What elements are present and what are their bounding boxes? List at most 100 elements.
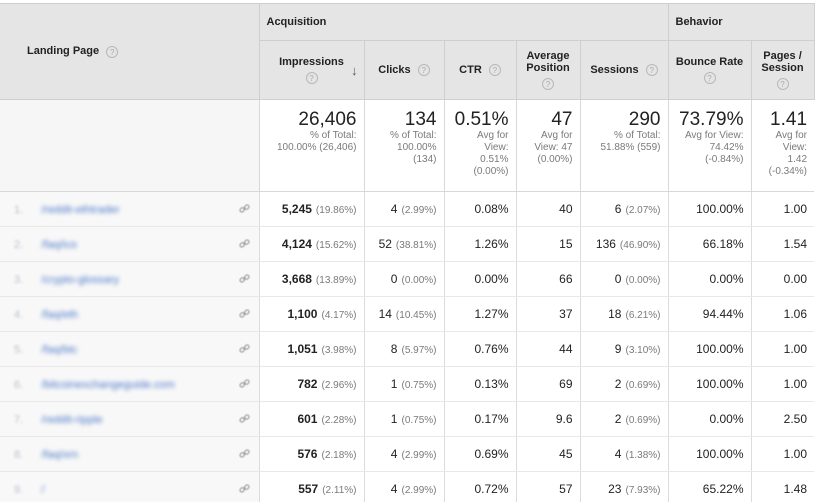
table-row: 7. /reddit-ripple 601 (2.28%) 1 (0.75%) 0.… [0, 401, 815, 437]
position-cell: 37 [515, 296, 580, 332]
impressions-column-header[interactable]: Impressions ? ↓ [258, 40, 365, 100]
bounce-rate-cell: 65.22% [667, 471, 751, 502]
sessions-value: 0 [614, 272, 622, 286]
external-link-icon[interactable] [238, 413, 250, 424]
help-icon[interactable]: ? [488, 64, 501, 77]
clicks-percent: (0.75%) [401, 380, 437, 391]
landing-page-header[interactable]: Landing Page ? [0, 3, 259, 100]
bounce-rate-column-header[interactable]: Bounce Rate ? [667, 40, 752, 100]
total-clicks-detail: 100.00% [397, 142, 437, 153]
ctr-cell: 0.13% [443, 366, 516, 402]
help-icon[interactable]: ? [106, 45, 119, 58]
total-impressions-detail: 100.00% (26,406) [276, 142, 357, 153]
pages-per-session-cell: 1.00 [750, 366, 815, 402]
total-position-value: 47 [551, 109, 573, 130]
total-sessions: 290 % of Total: 51.88% (559) [579, 99, 668, 192]
total-bounce-rate: 73.79% Avg for View: 74.42% (-0.84%) [667, 99, 751, 192]
total-clicks: 134 % of Total: 100.00% (134) [363, 99, 444, 192]
table-row: 1. /reddit-ethtrader 5,245 (19.86%) 4 (2.9… [0, 191, 815, 227]
bounce-rate-cell: 100.00% [667, 436, 751, 472]
external-link-icon[interactable] [238, 483, 250, 494]
landing-page-cell: 4. /faq/eth [0, 296, 259, 332]
impressions-cell: 3,668 (13.89%) [258, 261, 364, 297]
sessions-cell: 9 (3.10%) [579, 331, 668, 367]
external-link-icon[interactable] [238, 203, 250, 214]
help-icon[interactable]: ? [645, 64, 658, 77]
impressions-value: 1,051 [287, 342, 318, 356]
row-index: 1. [14, 204, 24, 216]
impressions-value: 3,668 [281, 272, 312, 286]
total-bounce-value: 73.79% [679, 109, 744, 130]
external-link-icon[interactable] [238, 273, 250, 284]
landing-page-link[interactable]: /bitcoinexchangeguide.com [41, 379, 175, 391]
total-pages-caption-2: View: [782, 142, 808, 153]
total-average-position: 47 Avg for View: 47 (0.00%) [515, 99, 580, 192]
impressions-header-label: Impressions [279, 56, 344, 68]
sessions-value: 2 [614, 412, 622, 426]
help-icon[interactable]: ? [417, 64, 430, 77]
ctr-cell: 0.17% [443, 401, 516, 437]
total-bounce-detail-2: (-0.84%) [705, 154, 744, 165]
row-index: 6. [14, 379, 24, 391]
total-clicks-caption: % of Total: [389, 130, 437, 141]
clicks-cell: 14 (10.45%) [363, 296, 444, 332]
row-index: 4. [14, 309, 24, 321]
ctr-cell: 1.27% [443, 296, 516, 332]
landing-page-cell: 2. /faq/ico [0, 226, 259, 262]
position-cell: 44 [515, 331, 580, 367]
pages-per-session-cell: 1.06 [750, 296, 815, 332]
clicks-cell: 4 (2.99%) [363, 471, 444, 502]
sort-descending-icon[interactable]: ↓ [351, 63, 358, 78]
help-icon[interactable]: ? [776, 78, 789, 90]
landing-page-header-label: Landing Page [27, 45, 100, 58]
row-index: 9. [14, 484, 24, 496]
landing-page-link[interactable]: /faq/btc [41, 344, 78, 356]
table-row: 2. /faq/ico 4,124 (15.62%) 52 (38.81%) 1.2… [0, 226, 815, 262]
help-icon[interactable]: ? [542, 78, 554, 90]
ctr-cell: 1.26% [443, 226, 516, 262]
ctr-column-header[interactable]: CTR ? [443, 40, 517, 100]
clicks-column-header[interactable]: Clicks ? [363, 40, 445, 100]
bounce-rate-cell: 100.00% [667, 331, 751, 367]
landing-page-link[interactable]: /faq/ico [41, 239, 77, 251]
sessions-percent: (0.69%) [625, 380, 661, 391]
impressions-value: 576 [297, 447, 318, 461]
landing-page-link[interactable]: /reddit-ethtrader [41, 204, 120, 216]
landing-page-link[interactable]: /reddit-ripple [41, 414, 103, 426]
bounce-rate-cell: 100.00% [667, 366, 751, 402]
impressions-cell: 1,100 (4.17%) [258, 296, 364, 332]
clicks-percent: (38.81%) [395, 240, 437, 251]
position-cell: 15 [515, 226, 580, 262]
clicks-percent: (10.45%) [395, 310, 437, 321]
table-row: 8. /faq/xrn 576 (2.18%) 4 (2.99%) 0.69% 45… [0, 436, 815, 472]
ctr-header-label: CTR [459, 63, 482, 76]
landing-page-link[interactable]: /faq/xrn [41, 449, 79, 461]
pages-per-session-cell: 1.54 [750, 226, 815, 262]
pages-per-session-cell: 1.00 [750, 331, 815, 367]
landing-page-link[interactable]: / [41, 484, 45, 496]
external-link-icon[interactable] [238, 448, 250, 459]
acquisition-section-header: Acquisition [258, 3, 669, 41]
pages-per-session-header-label-line2: Session [761, 62, 804, 74]
total-pages-caption: Avg for [775, 130, 808, 141]
help-icon[interactable]: ? [305, 72, 318, 84]
average-position-column-header[interactable]: Average Position ? [515, 40, 581, 100]
sessions-column-header[interactable]: Sessions ? [579, 40, 669, 100]
external-link-icon[interactable] [238, 378, 250, 389]
bounce-rate-cell: 94.44% [667, 296, 751, 332]
pages-per-session-column-header[interactable]: Pages / Session ? [750, 40, 815, 100]
external-link-icon[interactable] [238, 308, 250, 319]
landing-page-link[interactable]: /faq/eth [41, 309, 79, 321]
landing-page-cell: 5. /faq/btc [0, 331, 259, 367]
external-link-icon[interactable] [238, 343, 250, 354]
external-link-icon[interactable] [238, 238, 250, 249]
pages-per-session-cell: 2.50 [750, 401, 815, 437]
help-icon[interactable]: ? [703, 72, 716, 84]
landing-page-link[interactable]: /crypto-glossary [41, 274, 119, 286]
clicks-percent: (0.75%) [401, 415, 437, 426]
totals-label-cell [0, 99, 259, 192]
landing-page-cell: 7. /reddit-ripple [0, 401, 259, 437]
impressions-percent: (15.62%) [315, 240, 357, 251]
totals-row: 26,406 % of Total: 100.00% (26,406) 134 … [0, 99, 815, 192]
impressions-percent: (4.17%) [321, 310, 357, 321]
